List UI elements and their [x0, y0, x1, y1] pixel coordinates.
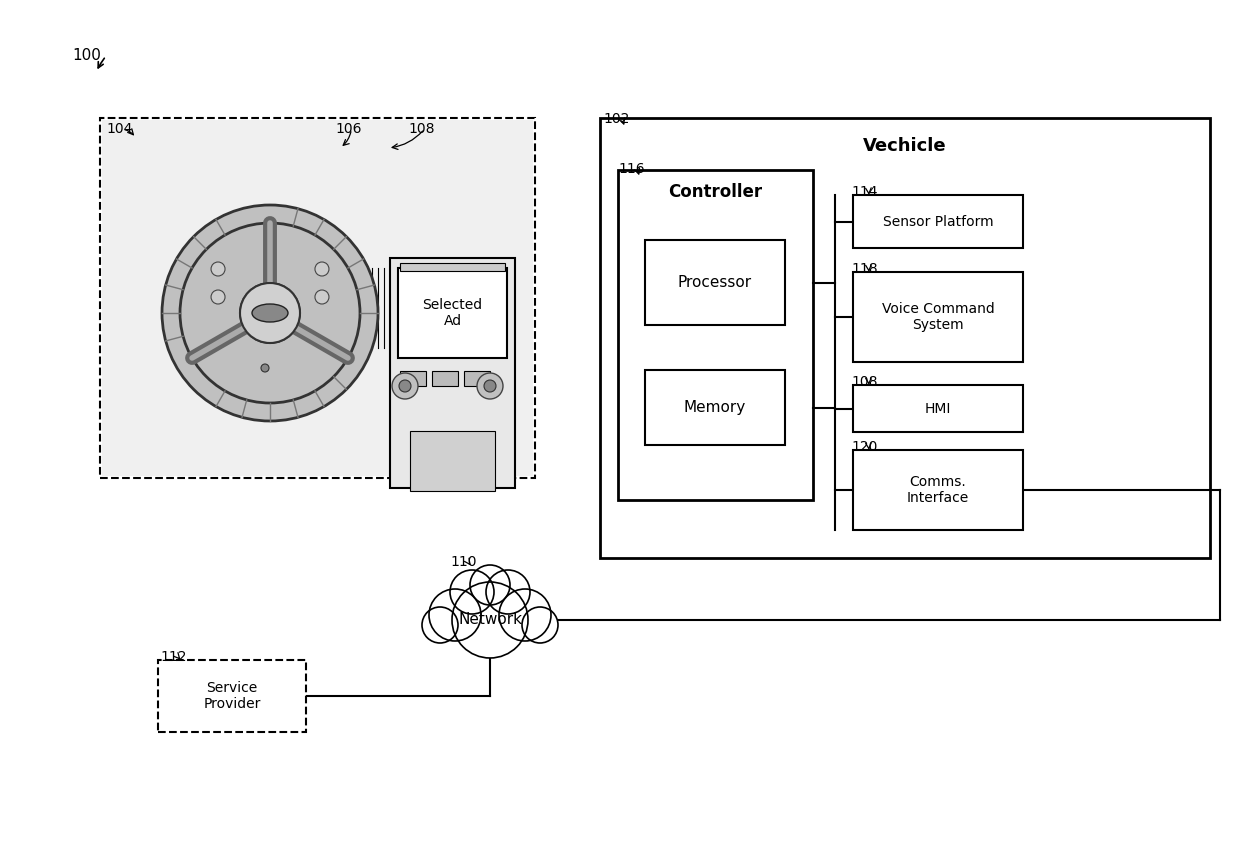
Circle shape — [162, 205, 378, 421]
Text: 106: 106 — [335, 122, 362, 136]
Text: 102: 102 — [603, 112, 630, 126]
Circle shape — [486, 570, 529, 614]
Text: 104: 104 — [105, 122, 133, 136]
Bar — [618, 170, 813, 500]
Text: Service
Provider: Service Provider — [203, 681, 260, 711]
Text: 118: 118 — [851, 262, 878, 276]
Text: Voice Command
System: Voice Command System — [882, 302, 994, 332]
Circle shape — [315, 262, 329, 276]
Text: 116: 116 — [618, 162, 645, 176]
Bar — [401, 263, 505, 271]
Circle shape — [211, 262, 224, 276]
Circle shape — [498, 589, 551, 641]
Text: Network: Network — [458, 613, 522, 627]
Circle shape — [241, 283, 300, 343]
Text: 114: 114 — [851, 185, 878, 199]
Text: Processor: Processor — [678, 275, 753, 290]
Circle shape — [315, 290, 329, 304]
Text: 108: 108 — [851, 375, 878, 389]
Text: 110: 110 — [450, 555, 476, 569]
Text: Vechicle: Vechicle — [863, 137, 947, 155]
Circle shape — [484, 380, 496, 392]
Circle shape — [422, 607, 458, 643]
Text: Controller: Controller — [668, 183, 763, 201]
Circle shape — [260, 364, 269, 372]
Bar — [102, 120, 533, 476]
Circle shape — [453, 582, 528, 658]
Bar — [464, 371, 490, 386]
Bar — [157, 660, 306, 732]
Bar — [853, 385, 1023, 432]
Circle shape — [211, 290, 224, 304]
Circle shape — [429, 589, 481, 641]
Bar — [645, 240, 785, 325]
Text: 120: 120 — [851, 440, 878, 454]
Text: Memory: Memory — [684, 400, 746, 415]
Bar — [600, 118, 1210, 558]
Ellipse shape — [252, 304, 288, 322]
Bar — [391, 258, 515, 488]
Circle shape — [522, 607, 558, 643]
Text: 112: 112 — [160, 650, 186, 664]
Bar — [432, 371, 458, 386]
Text: Sensor Platform: Sensor Platform — [883, 214, 993, 229]
Bar — [401, 371, 427, 386]
Bar — [853, 272, 1023, 362]
Text: HMI: HMI — [925, 402, 951, 415]
Bar — [645, 370, 785, 445]
Bar — [100, 118, 534, 478]
Text: 108: 108 — [408, 122, 434, 136]
Text: Comms.
Interface: Comms. Interface — [906, 475, 970, 505]
Bar — [853, 195, 1023, 248]
Text: Selected
Ad: Selected Ad — [423, 298, 482, 328]
Circle shape — [470, 565, 510, 605]
Bar — [410, 431, 495, 491]
Bar — [398, 268, 507, 358]
Bar — [853, 450, 1023, 530]
Circle shape — [392, 373, 418, 399]
Circle shape — [399, 380, 410, 392]
Text: 100: 100 — [72, 48, 100, 63]
Circle shape — [477, 373, 503, 399]
Circle shape — [450, 570, 494, 614]
